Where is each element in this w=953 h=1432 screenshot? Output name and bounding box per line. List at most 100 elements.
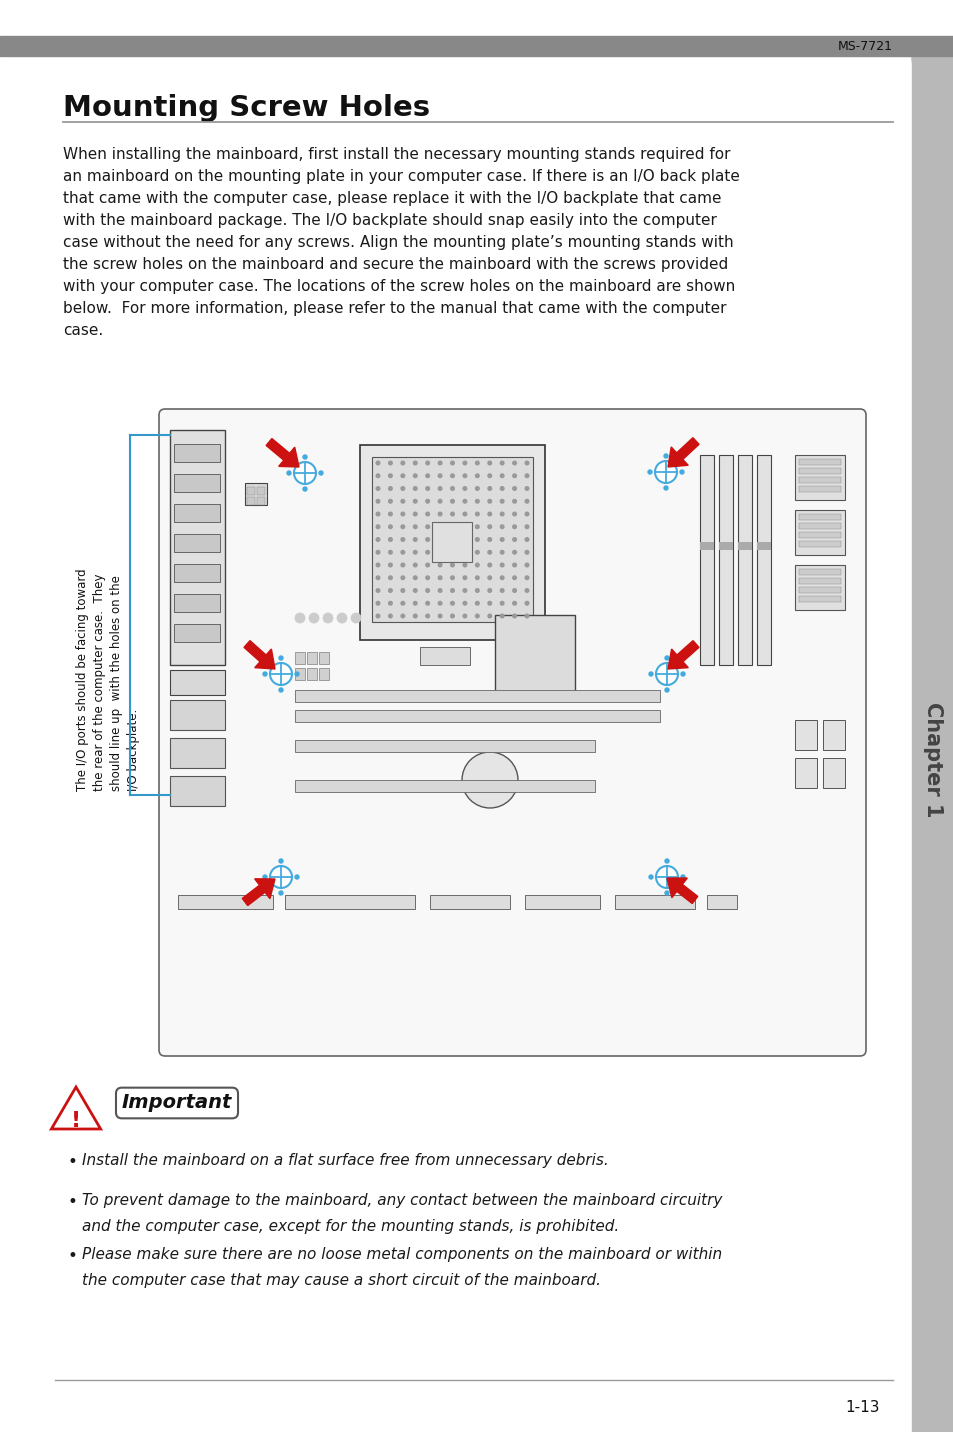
Bar — [524, 895, 599, 909]
Circle shape — [499, 601, 503, 606]
Bar — [430, 895, 510, 909]
Circle shape — [525, 526, 528, 528]
Circle shape — [294, 463, 315, 484]
Text: Please make sure there are no loose metal components on the mainboard or within: Please make sure there are no loose meta… — [82, 1247, 721, 1262]
Bar — [256, 487, 265, 495]
FancyBboxPatch shape — [159, 410, 865, 1055]
Text: 1-13: 1-13 — [844, 1400, 879, 1415]
Circle shape — [475, 513, 478, 516]
Circle shape — [679, 470, 683, 474]
Circle shape — [656, 663, 678, 684]
Circle shape — [270, 866, 292, 888]
Circle shape — [278, 891, 283, 895]
Circle shape — [318, 471, 323, 475]
Circle shape — [278, 859, 283, 863]
Bar — [757, 541, 770, 550]
Text: Install the mainboard on a flat surface free from unnecessary debris.: Install the mainboard on a flat surface … — [82, 1153, 608, 1169]
Circle shape — [375, 589, 379, 593]
Circle shape — [475, 537, 478, 541]
Circle shape — [400, 461, 404, 465]
Circle shape — [375, 537, 379, 541]
Bar — [799, 541, 841, 547]
Bar — [700, 541, 713, 550]
FancyArrow shape — [242, 879, 274, 905]
Circle shape — [450, 589, 454, 593]
Bar — [170, 776, 225, 806]
Circle shape — [437, 526, 441, 528]
Circle shape — [513, 474, 516, 477]
Circle shape — [499, 576, 503, 580]
Circle shape — [499, 461, 503, 465]
Circle shape — [664, 687, 668, 692]
Text: with your computer case. The locations of the screw holes on the mainboard are s: with your computer case. The locations o… — [63, 279, 735, 294]
Circle shape — [375, 614, 379, 617]
Circle shape — [513, 614, 516, 617]
FancyArrow shape — [666, 878, 697, 904]
Circle shape — [294, 672, 298, 676]
Bar — [738, 455, 751, 664]
Circle shape — [437, 474, 441, 477]
Bar — [294, 652, 305, 664]
Bar — [719, 541, 732, 550]
Circle shape — [437, 576, 441, 580]
Circle shape — [425, 576, 429, 580]
Text: The I/O ports should be facing toward
the rear of the computer case.  They
shoul: The I/O ports should be facing toward th… — [76, 569, 140, 792]
Bar — [173, 474, 220, 493]
Circle shape — [475, 614, 478, 617]
Bar — [307, 652, 316, 664]
FancyArrow shape — [244, 640, 274, 669]
Bar — [247, 487, 254, 495]
Bar — [738, 541, 751, 550]
Circle shape — [663, 485, 667, 490]
Bar — [256, 497, 265, 505]
Polygon shape — [51, 1087, 100, 1128]
Bar — [495, 614, 575, 695]
Bar — [294, 667, 305, 680]
Circle shape — [278, 656, 283, 660]
Circle shape — [475, 576, 478, 580]
Circle shape — [499, 550, 503, 554]
Circle shape — [648, 672, 652, 676]
Circle shape — [499, 474, 503, 477]
Circle shape — [499, 487, 503, 490]
Bar — [794, 566, 844, 610]
Bar — [794, 510, 844, 556]
Text: •: • — [68, 1193, 78, 1211]
Circle shape — [413, 589, 416, 593]
Circle shape — [499, 513, 503, 516]
Bar — [794, 720, 816, 750]
Circle shape — [400, 601, 404, 606]
Bar — [432, 523, 472, 561]
Bar — [799, 477, 841, 483]
Bar — [799, 587, 841, 593]
Circle shape — [462, 537, 466, 541]
Circle shape — [525, 461, 528, 465]
Circle shape — [413, 614, 416, 617]
Text: When installing the mainboard, first install the necessary mounting stands requi: When installing the mainboard, first ins… — [63, 147, 730, 162]
Circle shape — [388, 550, 392, 554]
Bar — [294, 740, 595, 752]
Text: Chapter 1: Chapter 1 — [923, 702, 942, 818]
Circle shape — [400, 526, 404, 528]
Circle shape — [525, 500, 528, 503]
Circle shape — [375, 500, 379, 503]
Bar — [419, 647, 470, 664]
Circle shape — [487, 550, 491, 554]
Bar — [794, 455, 844, 500]
Circle shape — [450, 601, 454, 606]
Circle shape — [375, 576, 379, 580]
Circle shape — [425, 526, 429, 528]
Circle shape — [462, 601, 466, 606]
Bar — [911, 56, 953, 1432]
Circle shape — [425, 614, 429, 617]
Circle shape — [525, 550, 528, 554]
Bar — [706, 895, 737, 909]
Bar — [173, 564, 220, 581]
Circle shape — [450, 537, 454, 541]
Bar — [799, 596, 841, 601]
Bar — [359, 445, 544, 640]
Circle shape — [450, 513, 454, 516]
Text: the computer case that may cause a short circuit of the mainboard.: the computer case that may cause a short… — [82, 1273, 600, 1287]
Circle shape — [375, 601, 379, 606]
Circle shape — [487, 474, 491, 477]
